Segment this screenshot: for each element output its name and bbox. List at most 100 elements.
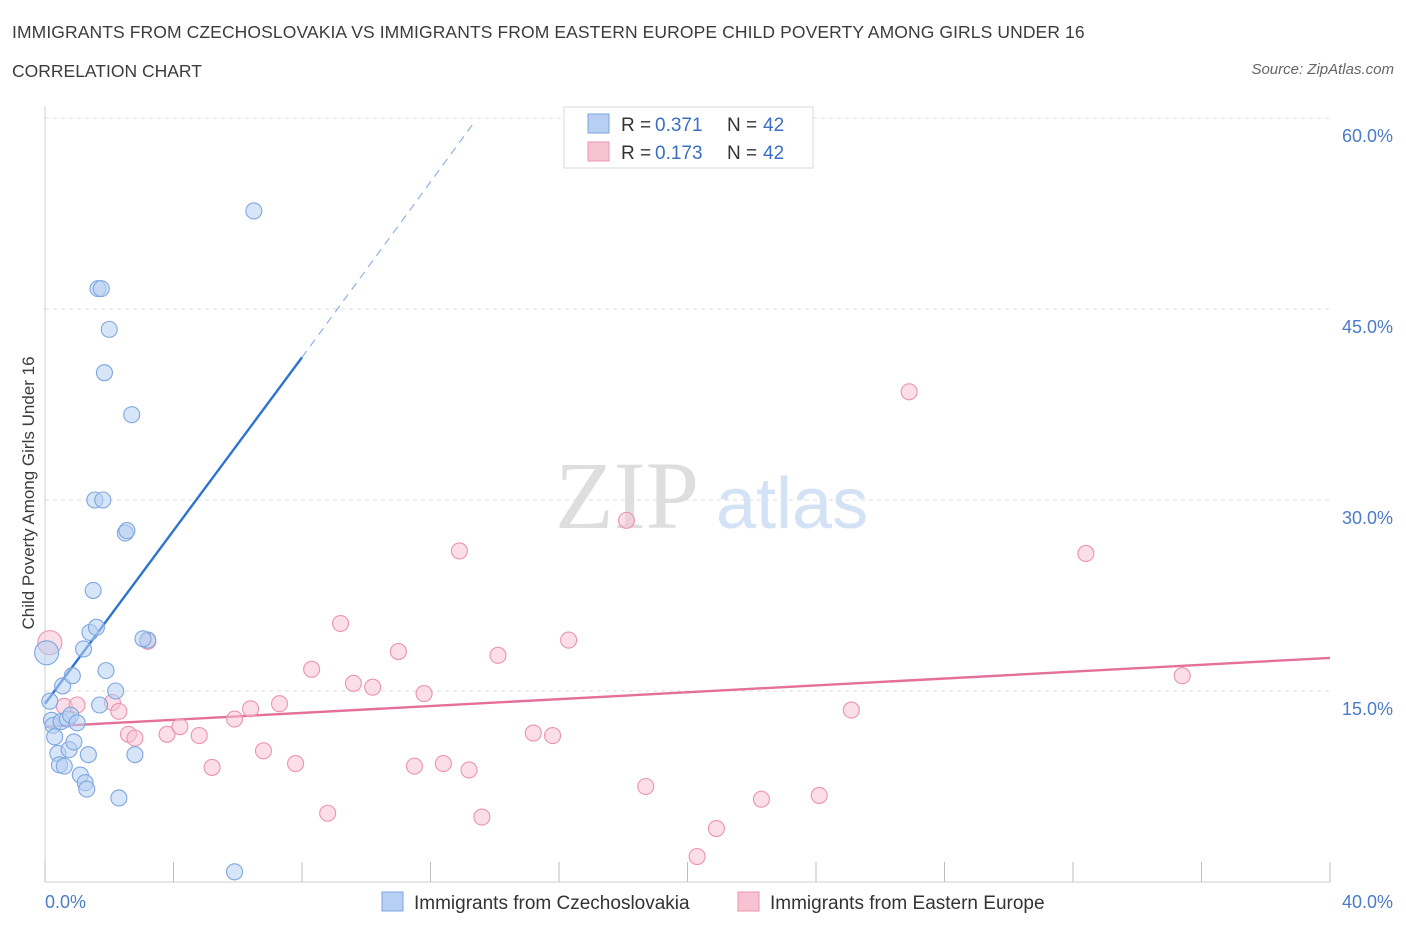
czechoslovakia-point-24 <box>87 618 105 636</box>
x-tick-label-1: 40.0% <box>1342 892 1393 912</box>
bottom-legend-label-2: Immigrants from Eastern Europe <box>770 893 1045 914</box>
eastern-europe-point-42 <box>1173 667 1191 685</box>
eastern-europe-point-12 <box>225 710 244 728</box>
stats-legend: R = 0.371 N = 42 R = 0.173 N = 42 <box>563 106 814 169</box>
eastern-europe-point-29 <box>489 646 507 664</box>
watermark: ZIP atlas <box>555 442 868 549</box>
eastern-europe-point-26 <box>450 542 468 560</box>
eastern-europe-point-19 <box>331 614 350 633</box>
czechoslovakia-point-41 <box>245 202 263 220</box>
czechoslovakia-point-35 <box>118 522 136 540</box>
czechoslovakia-point-13 <box>63 667 81 685</box>
czechoslovakia-point-40 <box>225 863 244 881</box>
eastern-europe-point-6 <box>126 729 144 747</box>
czechoslovakia-point-36 <box>123 406 141 424</box>
eastern-europe-point-36 <box>707 819 725 838</box>
chart-subtitle: CORRELATION CHART <box>12 61 202 81</box>
eastern-europe-point-13 <box>242 700 260 718</box>
eastern-europe-point-25 <box>434 755 452 773</box>
czechoslovakia-point-17 <box>75 640 93 658</box>
bottom-legend-label-1: Immigrants from Czechoslovakia <box>414 893 690 914</box>
legend-n-label-2: N = <box>727 143 757 164</box>
eastern-europe-point-28 <box>473 808 491 826</box>
source-label: Source: ZipAtlas.com <box>1251 61 1394 78</box>
watermark-zip: ZIP <box>555 442 699 549</box>
legend-n-value-1: 42 <box>763 115 784 136</box>
legend-n-label-1: N = <box>727 115 757 136</box>
eastern-europe-point-9 <box>171 718 189 736</box>
y-tick-label-3: 60.0% <box>1342 126 1393 146</box>
legend-n-value-2: 42 <box>763 143 784 164</box>
czechoslovakia-point-28 <box>94 491 112 509</box>
tick-labels: 15.0% 30.0% 45.0% 60.0% 0.0% 40.0% <box>45 126 1393 912</box>
legend-swatch-blue <box>587 113 610 134</box>
czechoslovakia-point-27 <box>92 280 110 298</box>
eastern-europe-point-34 <box>637 777 655 796</box>
eastern-europe-point-15 <box>270 695 289 713</box>
eastern-europe-point-22 <box>389 642 407 661</box>
trend-line-czechoslovakia-extension <box>301 120 476 358</box>
czechoslovakia-point-9 <box>55 757 73 775</box>
czechoslovakia-point-22 <box>84 581 102 599</box>
eastern-europe-point-39 <box>842 701 860 719</box>
axes <box>44 106 1331 883</box>
czechoslovakia-point-29 <box>95 364 113 382</box>
czechoslovakia-point-32 <box>107 682 125 700</box>
series-czechoslovakia <box>34 202 263 881</box>
eastern-europe-point-14 <box>254 742 273 760</box>
czechoslovakia-point-30 <box>97 662 115 680</box>
eastern-europe-point-40 <box>900 383 918 401</box>
eastern-europe-point-24 <box>415 684 433 703</box>
eastern-europe-point-41 <box>1077 544 1095 563</box>
series-legend: Immigrants from Czechoslovakia Immigrant… <box>381 891 1045 914</box>
czechoslovakia-point-37 <box>126 746 144 764</box>
trend-line-eastern-europe <box>44 656 1331 728</box>
watermark-atlas: atlas <box>716 464 868 544</box>
eastern-europe-point-17 <box>303 660 321 678</box>
eastern-europe-point-8 <box>158 725 176 743</box>
eastern-europe-point-30 <box>524 724 542 742</box>
eastern-europe-point-38 <box>810 786 828 804</box>
legend-r-label-1: R = <box>621 115 651 136</box>
czechoslovakia-point-1 <box>41 692 59 710</box>
eastern-europe-point-23 <box>405 757 423 775</box>
legend-swatch-pink <box>587 141 610 162</box>
czechoslovakia-point-19 <box>78 780 96 798</box>
legend-r-label-2: R = <box>621 143 651 164</box>
legend-r-value-1: 0.371 <box>655 115 703 136</box>
y-tick-label-1: 30.0% <box>1342 508 1393 528</box>
czechoslovakia-point-31 <box>100 320 118 338</box>
eastern-europe-point-37 <box>752 790 770 808</box>
eastern-europe-point-31 <box>544 727 562 745</box>
czechoslovakia-point-26 <box>91 696 109 714</box>
eastern-europe-point-18 <box>319 804 337 822</box>
eastern-europe-point-21 <box>364 678 382 696</box>
y-tick-label-2: 45.0% <box>1342 317 1393 337</box>
eastern-europe-point-20 <box>344 674 362 692</box>
gridlines <box>45 117 1330 692</box>
eastern-europe-point-4 <box>110 702 128 720</box>
czechoslovakia-point-14 <box>65 733 83 751</box>
czechoslovakia-point-33 <box>110 789 128 807</box>
czechoslovakia-point-0 <box>34 640 60 666</box>
eastern-europe-point-11 <box>203 758 221 776</box>
bottom-legend-swatch-blue <box>381 891 404 912</box>
bottom-legend-swatch-pink <box>737 891 760 912</box>
eastern-europe-point-16 <box>287 755 305 773</box>
czechoslovakia-point-15 <box>68 714 86 732</box>
eastern-europe-point-10 <box>190 727 208 745</box>
trend-lines <box>44 120 1331 728</box>
chart-title: IMMIGRANTS FROM CZECHOSLOVAKIA VS IMMIGR… <box>12 22 1085 42</box>
eastern-europe-point-35 <box>688 847 706 866</box>
y-axis-label: Child Poverty Among Girls Under 16 <box>19 356 38 629</box>
legend-r-value-2: 0.173 <box>655 143 703 164</box>
czechoslovakia-point-4 <box>46 728 64 746</box>
czechoslovakia-point-20 <box>79 746 97 764</box>
y-tick-label-0: 15.0% <box>1342 699 1393 719</box>
eastern-europe-point-33 <box>617 511 636 529</box>
eastern-europe-point-27 <box>460 761 478 779</box>
x-tick-label-0: 0.0% <box>45 892 86 912</box>
eastern-europe-point-32 <box>560 631 578 649</box>
czechoslovakia-point-39 <box>134 630 152 648</box>
